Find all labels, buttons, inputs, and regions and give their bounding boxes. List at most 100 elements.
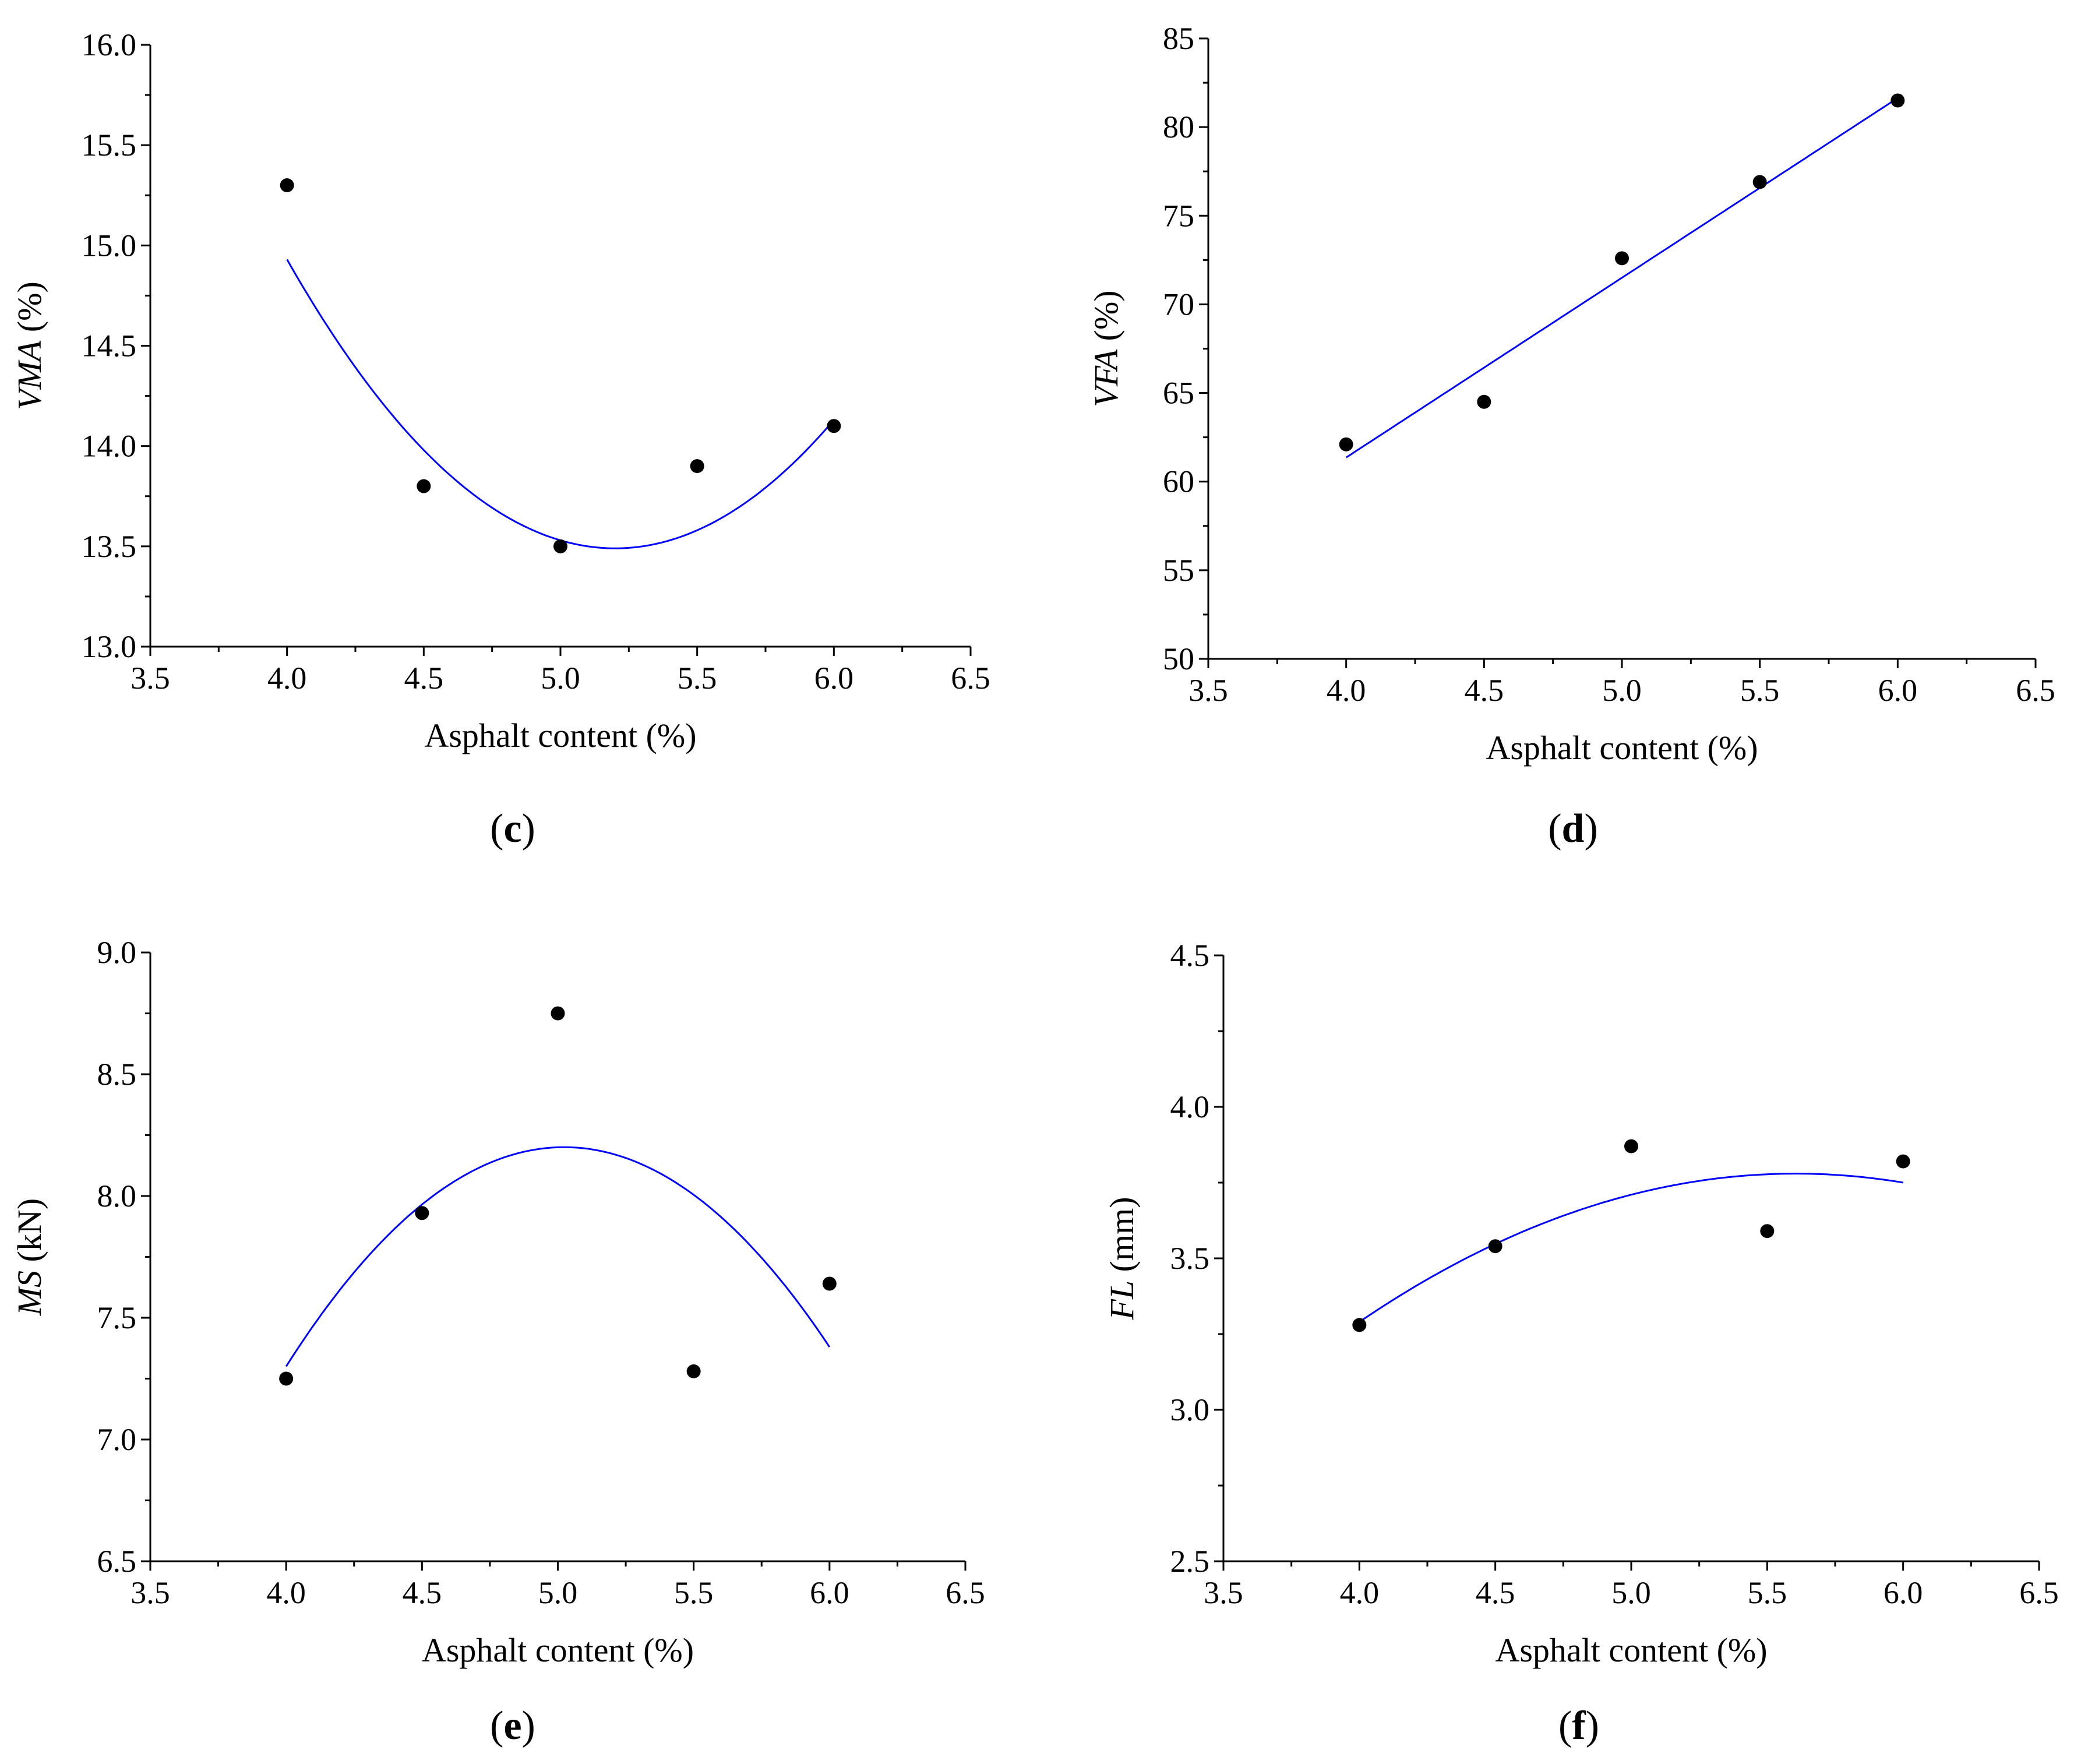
data-point <box>1896 1154 1910 1169</box>
y-axis-unit: (kN) <box>10 1198 48 1271</box>
y-axis-unit: (mm) <box>1103 1197 1141 1280</box>
y-tick-label: 15.0 <box>82 228 137 263</box>
y-tick-label: 7.5 <box>97 1300 137 1335</box>
y-axis-title: FL (mm) <box>1103 1197 1141 1320</box>
data-point <box>553 539 567 553</box>
x-tick-label: 5.5 <box>674 1575 714 1610</box>
x-tick-label: 4.5 <box>403 1575 442 1610</box>
y-tick-label: 75 <box>1163 198 1194 233</box>
x-tick-label: 6.5 <box>946 1575 985 1610</box>
y-tick-label: 8.5 <box>97 1057 137 1092</box>
panel-label: (c) <box>490 806 535 851</box>
panel-label-open-paren: ( <box>490 806 503 851</box>
x-axis-title: Asphalt content (%) <box>424 717 696 754</box>
data-point <box>686 1364 701 1378</box>
x-tick-label: 4.0 <box>1340 1575 1380 1610</box>
y-axis-title: VMA (%) <box>10 281 48 410</box>
panel-label-letter: e <box>503 1703 521 1748</box>
panel-label-close-paren: ) <box>522 806 535 851</box>
x-tick-label: 6.0 <box>1884 1575 1923 1610</box>
panel-label-close-paren: ) <box>1586 1703 1599 1748</box>
x-tick-label: 3.5 <box>130 1575 170 1610</box>
y-tick-label: 4.0 <box>1170 1089 1210 1124</box>
x-axis-title: Asphalt content (%) <box>1486 729 1758 767</box>
data-point <box>1752 175 1767 189</box>
data-point <box>822 1276 837 1291</box>
fit-curve <box>1345 97 1899 458</box>
y-tick-label: 16.0 <box>82 27 137 62</box>
y-axis-variable: VMA <box>10 340 48 410</box>
panel-label: (e) <box>490 1703 535 1748</box>
x-tick-label: 3.5 <box>1204 1575 1243 1610</box>
panel-label: (f) <box>1558 1703 1599 1748</box>
fit-curve <box>1359 1173 1903 1323</box>
data-point <box>1339 437 1353 451</box>
y-tick-label: 6.5 <box>97 1544 137 1579</box>
data-point <box>1760 1224 1775 1239</box>
x-tick-label: 4.0 <box>1327 673 1366 708</box>
x-tick-label: 5.0 <box>1602 673 1642 708</box>
y-axis-variable: FL <box>1103 1280 1141 1321</box>
data-point <box>1488 1239 1502 1254</box>
data-point <box>1615 251 1629 266</box>
panel-c: 3.5 4.0 4.5 5.0 5.5 6.0 6.5 13.0 13.5 14.0 14.5 15.… <box>10 27 990 851</box>
data-point <box>827 419 841 433</box>
y-tick-label: 3.0 <box>1170 1392 1210 1427</box>
y-tick-label: 7.0 <box>97 1422 137 1457</box>
y-tick-label: 14.5 <box>82 329 137 364</box>
y-tick-label: 80 <box>1163 110 1194 144</box>
y-tick-label: 13.0 <box>82 629 137 664</box>
panel-d: 3.5 4.0 4.5 5.0 5.5 6.0 6.5 50 55 60 65 70 75 80 85 Asp… <box>1087 21 2055 851</box>
data-point <box>417 479 431 493</box>
y-tick-label: 4.5 <box>1170 938 1210 973</box>
x-tick-label: 4.5 <box>1465 673 1504 708</box>
data-point <box>551 1006 565 1021</box>
x-tick-label: 4.5 <box>404 661 444 696</box>
data-point <box>1624 1139 1638 1153</box>
y-tick-label: 70 <box>1163 287 1194 322</box>
x-tick-label: 5.0 <box>538 1575 578 1610</box>
fit-curve <box>286 259 835 549</box>
y-axis-variable: VFA <box>1087 349 1125 407</box>
panel-label-open-paren: ( <box>1558 1703 1572 1748</box>
x-tick-label: 6.0 <box>814 661 854 696</box>
y-tick-label: 50 <box>1163 641 1194 676</box>
data-point <box>1890 93 1905 108</box>
x-tick-label: 4.0 <box>266 1575 306 1610</box>
y-tick-label: 65 <box>1163 376 1194 411</box>
data-point <box>1477 394 1491 409</box>
data-point <box>279 1371 294 1386</box>
panel-label-open-paren: ( <box>490 1703 503 1748</box>
x-tick-label: 3.5 <box>130 661 170 696</box>
x-tick-label: 5.5 <box>678 661 717 696</box>
y-axis-unit: (%) <box>10 281 48 340</box>
y-tick-label: 13.5 <box>82 529 137 564</box>
x-axis-title: Asphalt content (%) <box>422 1631 694 1669</box>
y-tick-label: 55 <box>1163 553 1194 588</box>
y-axis-unit: (%) <box>1087 290 1125 349</box>
data-point <box>690 459 704 474</box>
x-axis-title: Asphalt content (%) <box>1495 1631 1767 1669</box>
panel-label-letter: d <box>1562 806 1585 851</box>
panel-label-close-paren: ) <box>522 1703 535 1748</box>
x-tick-label: 6.0 <box>810 1575 849 1610</box>
x-tick-label: 4.5 <box>1476 1575 1515 1610</box>
y-tick-label: 85 <box>1163 21 1194 56</box>
x-tick-label: 5.5 <box>1748 1575 1787 1610</box>
y-axis-title: VFA (%) <box>1087 290 1125 407</box>
y-tick-label: 8.0 <box>97 1179 137 1213</box>
y-tick-label: 14.0 <box>82 429 137 464</box>
data-point <box>415 1206 429 1220</box>
panel-e: 3.5 4.0 4.5 5.0 5.5 6.0 6.5 6.5 7.0 7.5 8.0 8.5 9.0 A… <box>10 935 985 1748</box>
y-tick-label: 9.0 <box>97 935 137 970</box>
panel-label: (d) <box>1548 806 1598 851</box>
y-tick-label: 15.5 <box>82 128 137 163</box>
y-tick-label: 60 <box>1163 464 1194 499</box>
x-tick-label: 6.0 <box>1878 673 1918 708</box>
panel-label-letter: c <box>503 806 521 851</box>
x-tick-label: 3.5 <box>1188 673 1228 708</box>
x-tick-label: 6.5 <box>2019 1575 2059 1610</box>
x-tick-label: 6.5 <box>2016 673 2055 708</box>
panel-f: 3.5 4.0 4.5 5.0 5.5 6.0 6.5 2.5 3.0 3.5 4.0 4.5 Asph… <box>1103 938 2059 1748</box>
